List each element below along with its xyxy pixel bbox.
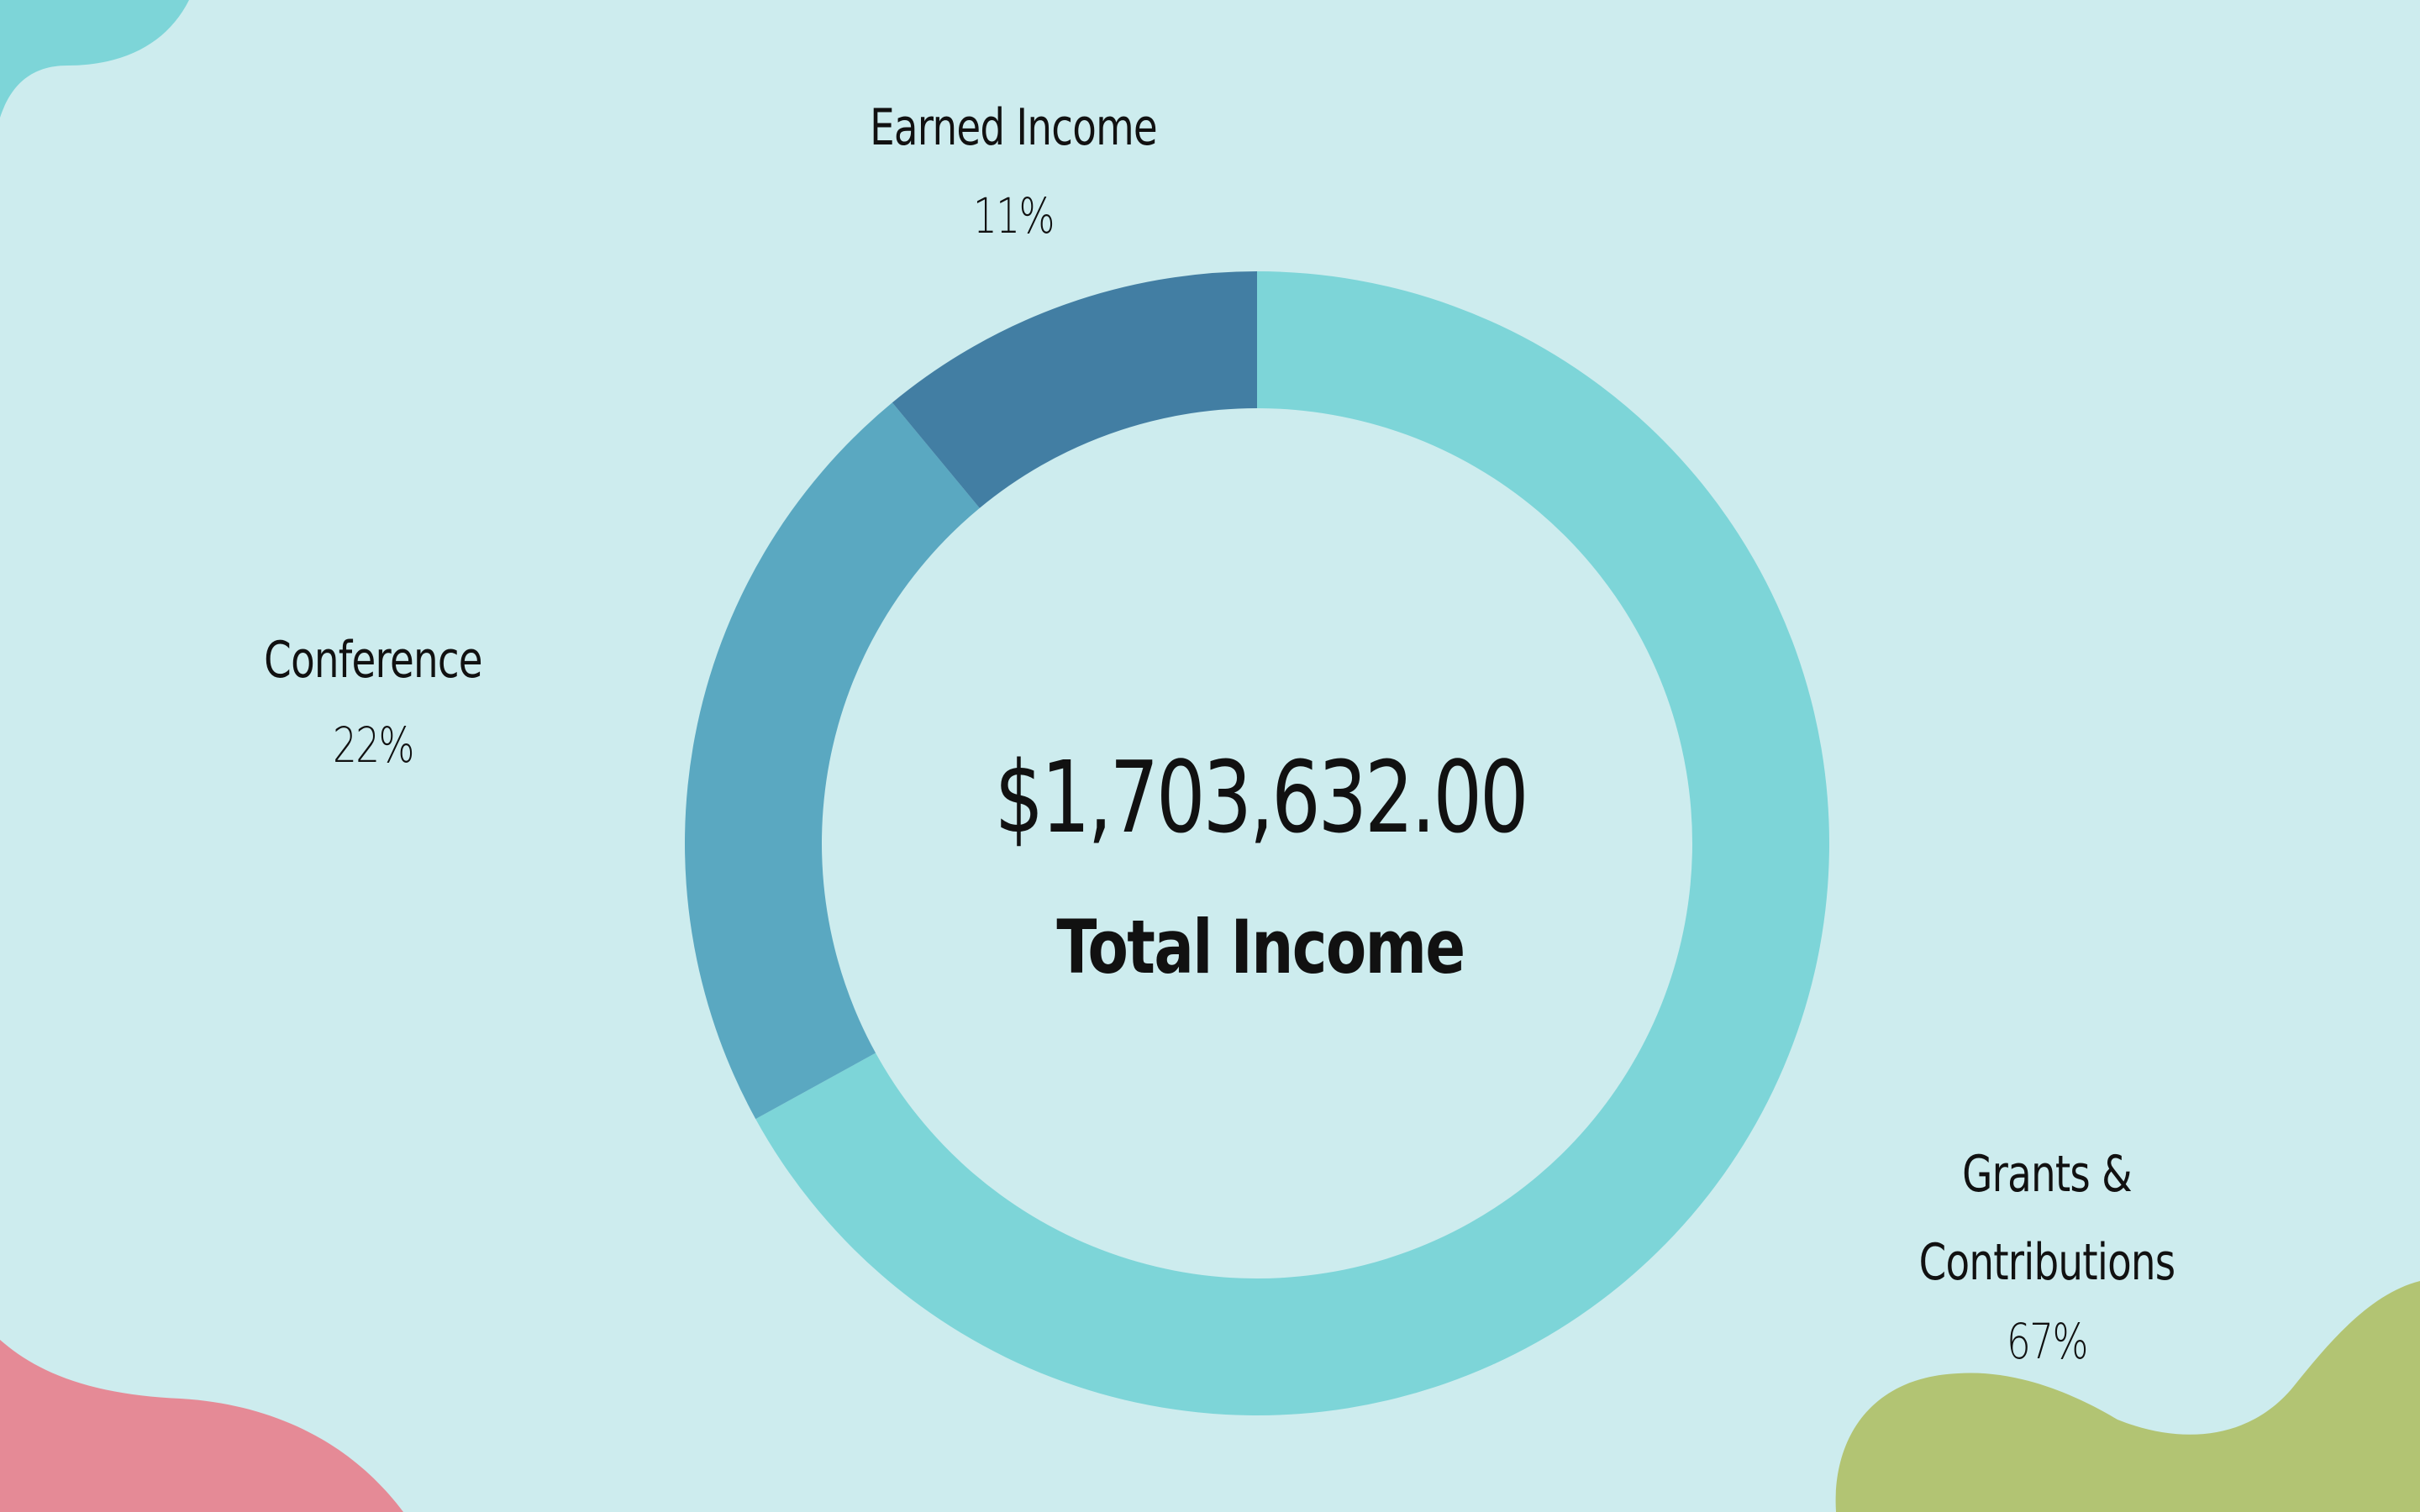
slice-percent: 11% [973,187,1055,244]
total-income-caption: Total Income [1056,904,1465,990]
teal-corner-blob [0,0,189,118]
slice-name: Earned Income [870,98,1158,157]
slice-name: Conference [264,631,482,690]
green-corner-blob [1835,1281,2420,1512]
slice-percent: 67% [2007,1313,2088,1370]
slice-label-grants-contributions: Grants & Contributions 67% [1883,1131,2212,1366]
total-income-value: $1,703,632.00 [994,739,1529,855]
slice-name: Grants & Contributions [1918,1145,2176,1292]
pink-corner-blob [0,1340,403,1512]
slice-label-earned-income: Earned Income 11% [829,102,1197,240]
donut-slice-earned-income [892,271,1257,508]
slice-label-conference: Conference 22% [234,635,513,769]
donut-slice-conference [685,402,980,1120]
slice-percent: 22% [333,717,414,774]
